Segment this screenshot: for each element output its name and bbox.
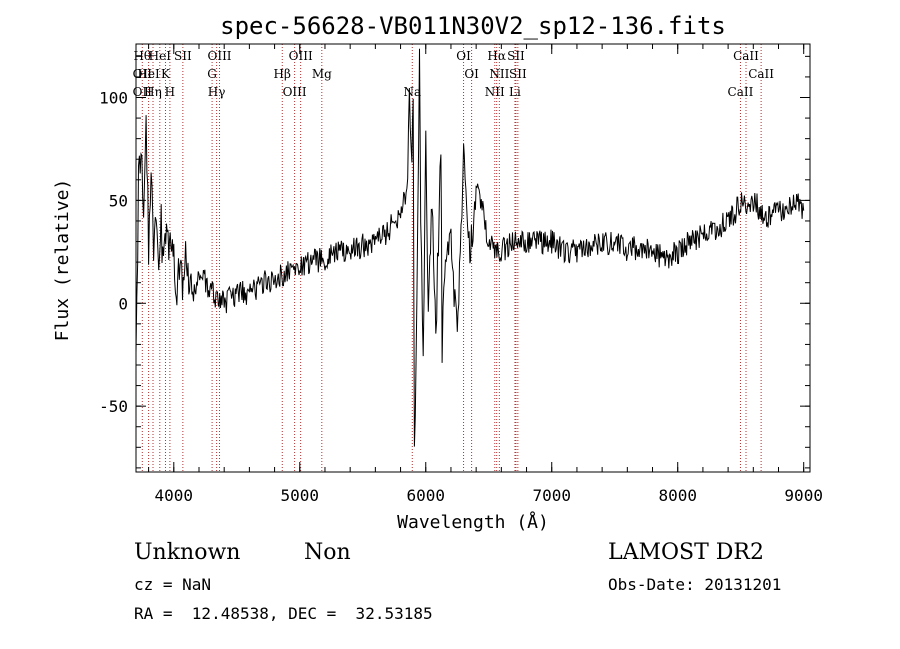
y-axis-label: Flux (relative) [52,179,73,342]
coords-label: RA = 12.48538, DEC = 32.53185 [134,604,433,623]
plot-frame [135,43,811,473]
line-marker-label: Hα [487,49,506,63]
line-marker-label: SII [174,49,192,63]
line-marker-label: Mg [312,67,332,81]
y-tick-label: 50 [109,191,128,210]
x-tick-label: 4000 [155,486,194,505]
x-axis-label: Wavelength (Å) [397,511,549,533]
y-tick-label: -50 [99,397,128,416]
y-tick-label: 0 [118,294,128,313]
line-marker-label: SII [509,67,527,81]
x-tick-label: 9000 [784,486,823,505]
line-marker-label: CaII [733,49,759,63]
chart-title: spec-56628-VB011N30V2_sp12-136.fits [220,12,726,40]
line-marker-label: NII [489,67,509,81]
line-marker-label: G [207,67,217,81]
survey-label: LAMOST DR2 [608,540,764,565]
x-tick-label: 7000 [532,486,571,505]
line-marker-label: K [161,67,171,81]
line-marker-label: OII [133,67,153,81]
line-marker-label: H [165,85,175,99]
y-axis-ticks: -50 0 50 100 [99,55,810,469]
line-marker-label: Hθ [133,49,151,63]
class-label: Unknown [134,540,241,565]
line-marker-label: Hγ [208,85,226,99]
line-marker-label: OI [456,49,471,63]
y-tick-label: 100 [99,89,128,108]
cz-label: cz = NaN [134,575,212,594]
line-marker-label: Hη [144,85,162,99]
line-marker-label: CaII [728,85,754,99]
line-marker-label: OI [464,67,479,81]
line-marker-label: HeI [137,67,160,81]
subclass-label: Non [304,540,351,565]
line-marker-label: OIII [289,49,313,63]
x-tick-label: 5000 [281,486,320,505]
spectral-line-markers [141,44,762,472]
line-marker-label: Na [403,85,421,99]
line-marker-label: HeI [149,49,172,63]
spectral-line-labels: HθOIIOIIHeIHηHeIKHSIIGHγOIIIHβOIIIOIIIMg… [133,49,775,99]
line-marker-label: OIII [283,85,307,99]
line-marker-label: OII [133,85,153,99]
line-marker-label: Li [509,85,521,99]
line-marker-label: CaII [748,67,774,81]
line-marker-label: NII [485,85,505,99]
line-marker-label: SII [507,49,525,63]
x-axis-ticks: 4000 5000 6000 7000 8000 9000 [148,44,823,505]
obs-date-label: Obs-Date: 20131201 [608,575,782,594]
spectrum-line [135,48,805,447]
x-tick-label: 6000 [406,486,445,505]
line-marker-label: Hβ [274,67,291,81]
x-tick-label: 8000 [658,486,697,505]
line-marker-label: OIII [207,49,231,63]
